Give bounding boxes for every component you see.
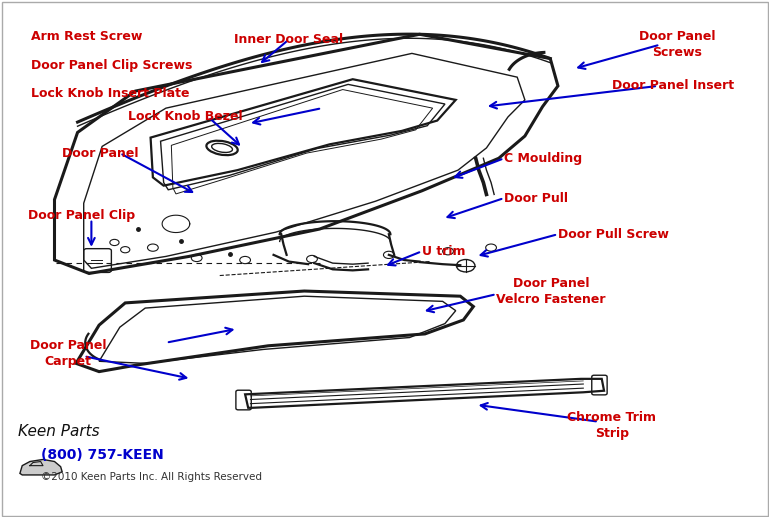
Text: Inner Door Seal: Inner Door Seal: [234, 33, 343, 46]
Text: Door Panel: Door Panel: [497, 284, 573, 297]
Text: Door Panel Clip: Door Panel Clip: [28, 209, 135, 222]
Text: Door Panel
Velcro Fastener: Door Panel Velcro Fastener: [497, 277, 606, 306]
Text: Door Panel
Screws: Door Panel Screws: [639, 30, 715, 59]
Text: Door Panel: Door Panel: [62, 147, 139, 160]
Text: Keen Parts: Keen Parts: [18, 424, 99, 439]
Text: Door Panel Insert: Door Panel Insert: [612, 79, 735, 92]
Text: Chrome Trim: Chrome Trim: [567, 419, 656, 432]
Text: Door Pull Screw: Door Pull Screw: [558, 228, 669, 241]
Text: Arm Rest Screw: Arm Rest Screw: [32, 31, 142, 44]
Text: Door Pull: Door Pull: [504, 192, 568, 205]
Polygon shape: [20, 459, 62, 475]
Text: C Moulding: C Moulding: [504, 152, 582, 165]
Text: U trim: U trim: [422, 244, 465, 258]
Text: Door Pull: Door Pull: [504, 192, 568, 205]
Text: Inner Door Seal: Inner Door Seal: [234, 33, 343, 46]
Text: Lock Knob Insert Plate: Lock Knob Insert Plate: [32, 87, 190, 100]
Text: (800) 757-KEEN: (800) 757-KEEN: [41, 449, 163, 463]
Text: Door Panel: Door Panel: [639, 38, 715, 51]
Text: Lock Knob Bezel: Lock Knob Bezel: [128, 110, 243, 123]
Text: Door Pull Screw: Door Pull Screw: [558, 228, 669, 241]
Text: Door Panel: Door Panel: [30, 347, 106, 359]
Text: Door Panel Clip Screws: Door Panel Clip Screws: [32, 59, 192, 72]
Text: Door Panel
Carpet: Door Panel Carpet: [30, 339, 106, 368]
Text: Arm Rest Screw: Arm Rest Screw: [32, 31, 142, 44]
Text: C Moulding: C Moulding: [504, 152, 582, 165]
Text: ©2010 Keen Parts Inc. All Rights Reserved: ©2010 Keen Parts Inc. All Rights Reserve…: [41, 472, 262, 482]
Text: Door Panel Clip Screws: Door Panel Clip Screws: [32, 59, 192, 72]
Text: Door Panel Clip: Door Panel Clip: [28, 209, 135, 222]
Text: U trim: U trim: [422, 244, 465, 258]
Text: Lock Knob Insert Plate: Lock Knob Insert Plate: [32, 87, 190, 100]
Text: Door Panel: Door Panel: [62, 147, 139, 160]
Text: Lock Knob Bezel: Lock Knob Bezel: [128, 110, 243, 123]
Text: Chrome Trim
Strip: Chrome Trim Strip: [567, 411, 656, 440]
Text: Door Panel Insert: Door Panel Insert: [612, 79, 735, 92]
